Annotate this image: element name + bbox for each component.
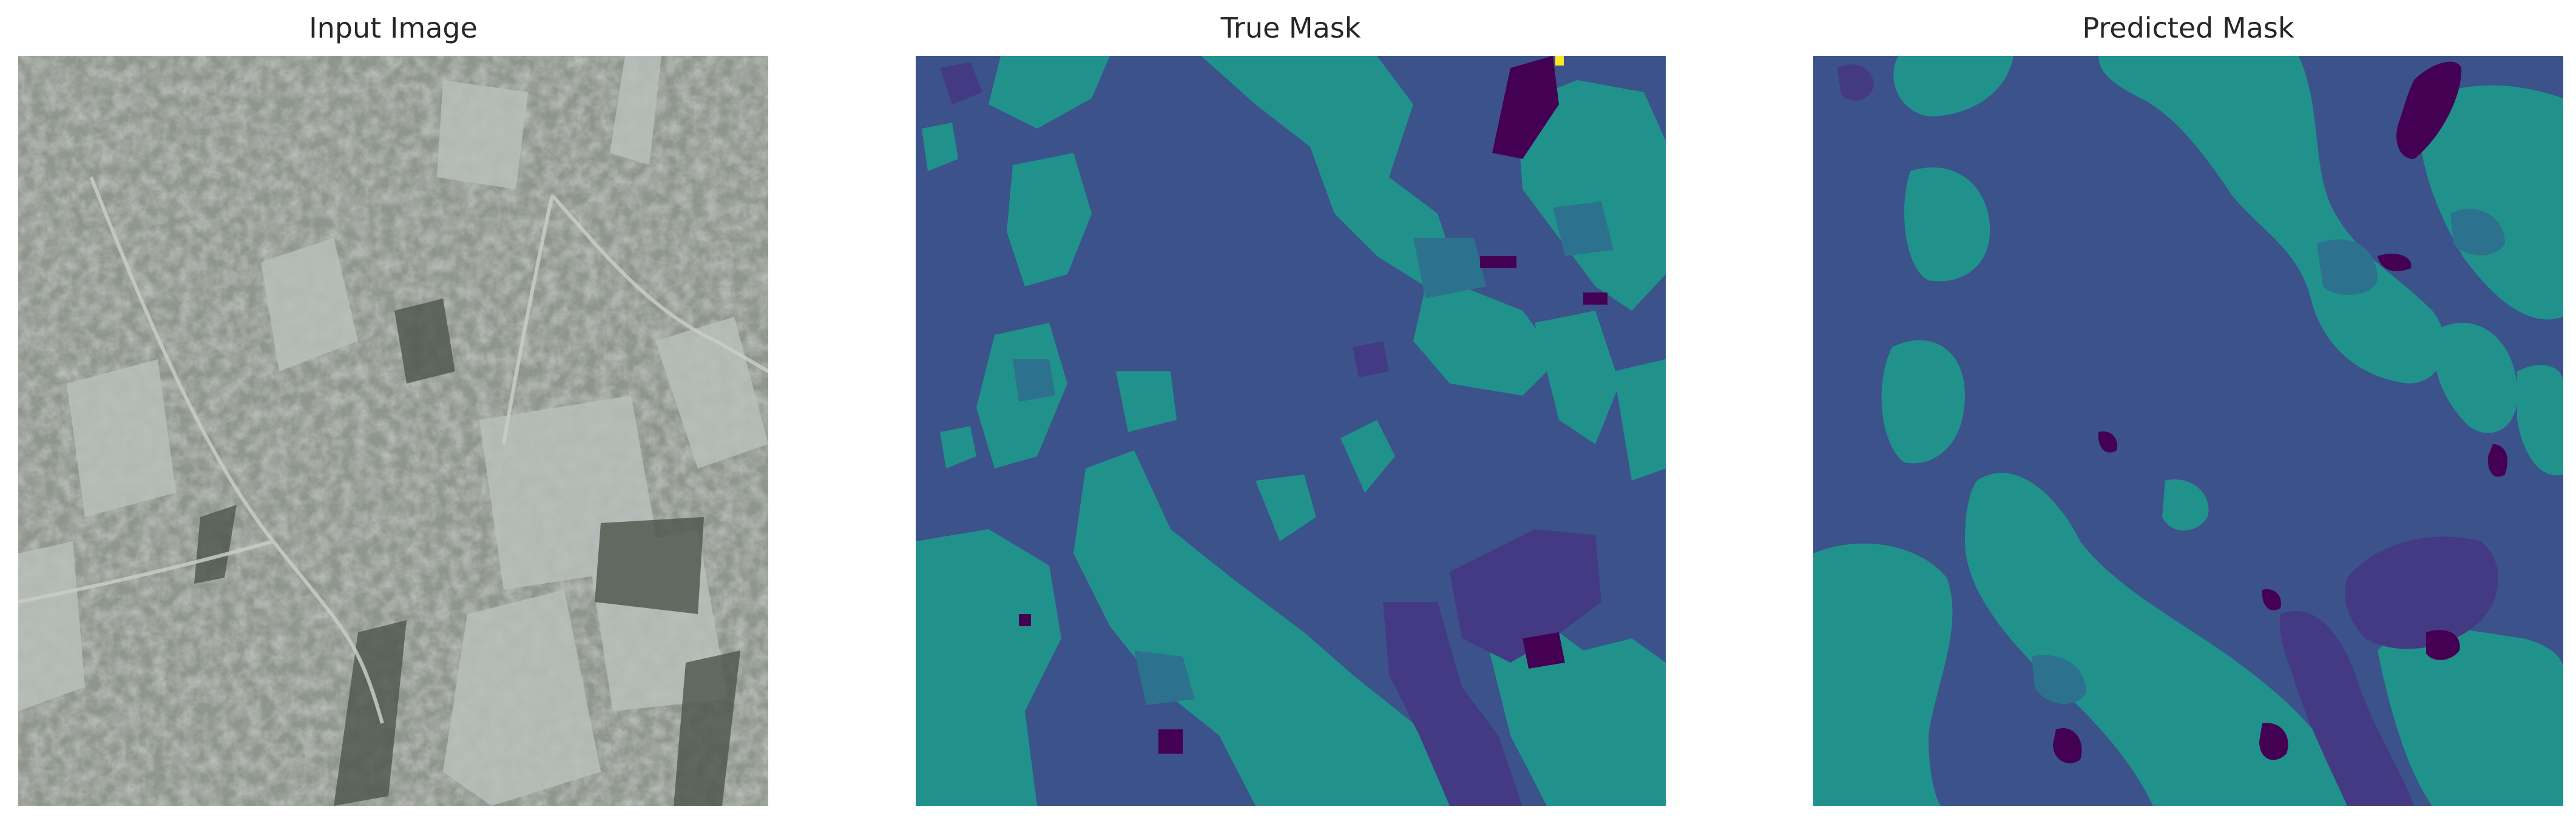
true-mask-image — [916, 56, 1666, 806]
mask-transition — [2032, 209, 2505, 704]
input-image-title: Input Image — [309, 12, 478, 44]
satellite-dark-fields — [194, 299, 740, 806]
mask-deep — [2053, 61, 2507, 763]
satellite-roads — [18, 176, 768, 724]
mask-vegetation — [916, 56, 1666, 806]
predicted-mask-image — [1813, 56, 2563, 806]
mask-deep — [1019, 56, 1607, 754]
mask-transition — [1013, 201, 1614, 705]
mask-highlight — [1555, 56, 1564, 66]
mask-dark-region — [1837, 64, 2498, 806]
mask-dark-region — [940, 62, 1601, 806]
true-mask-title: True Mask — [1220, 12, 1361, 44]
predicted-mask-title: Predicted Mask — [2082, 12, 2294, 44]
satellite-light-fields — [18, 56, 768, 806]
mask-vegetation — [1813, 56, 2563, 806]
input-image — [18, 56, 768, 806]
